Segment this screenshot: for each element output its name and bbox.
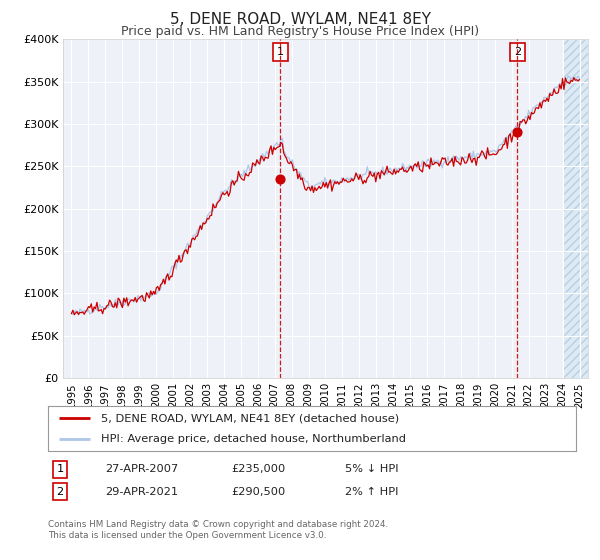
Text: £235,000: £235,000 — [231, 464, 285, 474]
Text: 2: 2 — [514, 47, 521, 57]
Text: 1: 1 — [56, 464, 64, 474]
Point — [512, 128, 522, 137]
Text: 2: 2 — [56, 487, 64, 497]
Bar — [564, 39, 590, 378]
Text: 5% ↓ HPI: 5% ↓ HPI — [345, 464, 398, 474]
Text: This data is licensed under the Open Government Licence v3.0.: This data is licensed under the Open Gov… — [48, 531, 326, 540]
Text: 2% ↑ HPI: 2% ↑ HPI — [345, 487, 398, 497]
Text: 5, DENE ROAD, WYLAM, NE41 8EY: 5, DENE ROAD, WYLAM, NE41 8EY — [170, 12, 431, 27]
Text: £290,500: £290,500 — [231, 487, 285, 497]
Text: 27-APR-2007: 27-APR-2007 — [105, 464, 178, 474]
Point — [275, 175, 285, 184]
Text: HPI: Average price, detached house, Northumberland: HPI: Average price, detached house, Nort… — [101, 433, 406, 444]
Text: Contains HM Land Registry data © Crown copyright and database right 2024.: Contains HM Land Registry data © Crown c… — [48, 520, 388, 529]
Text: 5, DENE ROAD, WYLAM, NE41 8EY (detached house): 5, DENE ROAD, WYLAM, NE41 8EY (detached … — [101, 413, 399, 423]
Text: 29-APR-2021: 29-APR-2021 — [105, 487, 178, 497]
Text: Price paid vs. HM Land Registry's House Price Index (HPI): Price paid vs. HM Land Registry's House … — [121, 25, 479, 38]
Text: 1: 1 — [277, 47, 284, 57]
